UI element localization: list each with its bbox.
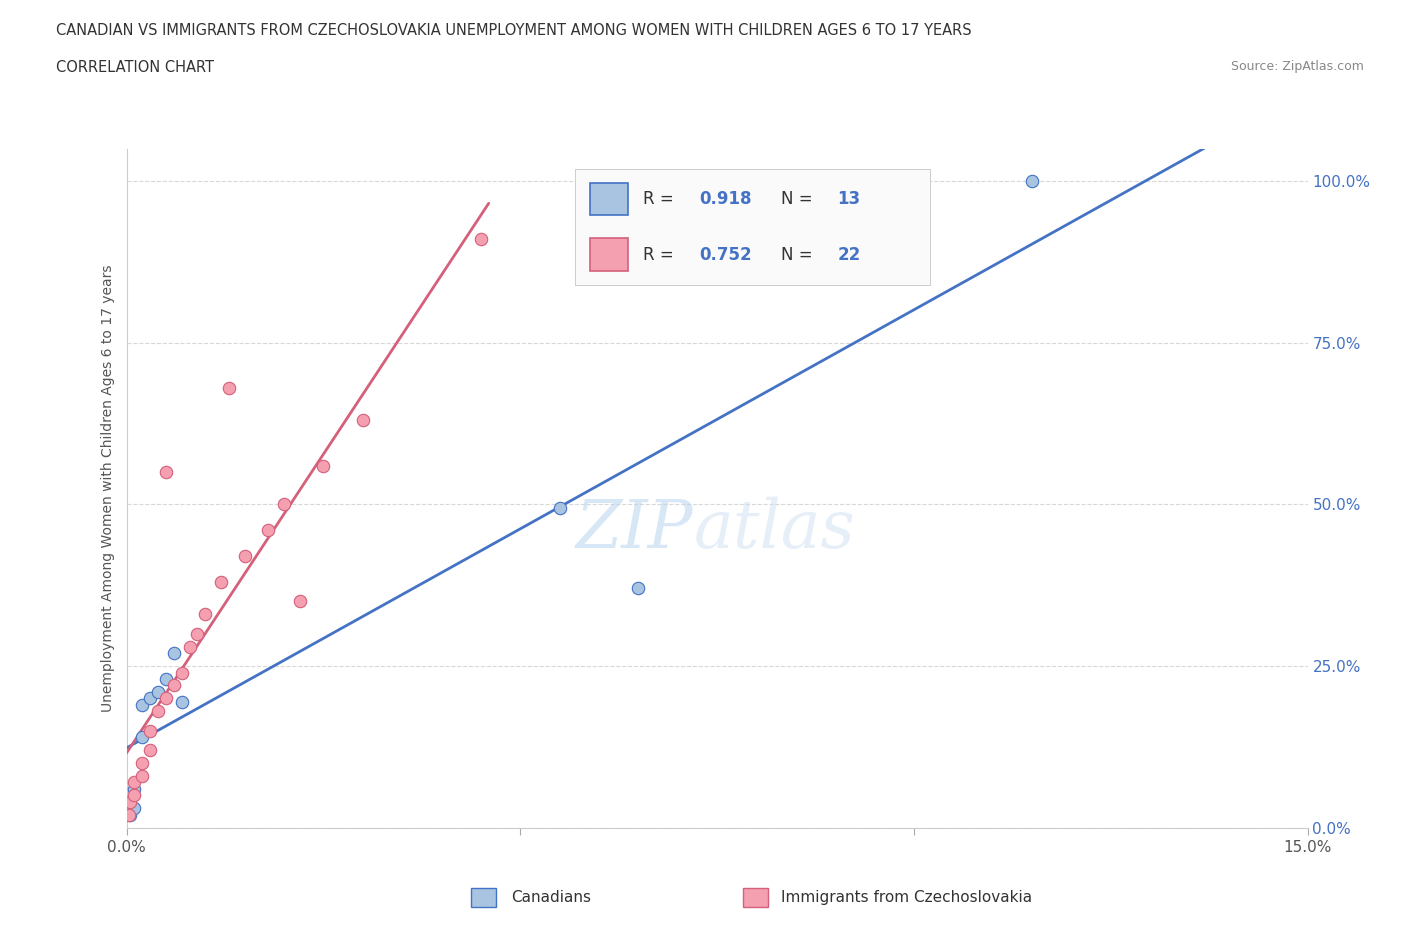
Point [470, 232, 492, 246]
Text: ZIP: ZIP [576, 497, 693, 562]
Point [131, 755, 153, 770]
Point [170, 665, 193, 680]
Point [124, 781, 146, 796]
Point [163, 645, 186, 660]
Point [163, 678, 186, 693]
Point [139, 691, 162, 706]
Point [124, 775, 146, 790]
Point [233, 549, 256, 564]
Point [209, 575, 232, 590]
Point [146, 684, 169, 699]
Point [120, 794, 142, 809]
Point [124, 801, 146, 816]
Point [131, 698, 153, 712]
Point [131, 768, 153, 783]
Text: CANADIAN VS IMMIGRANTS FROM CZECHOSLOVAKIA UNEMPLOYMENT AMONG WOMEN WITH CHILDRE: CANADIAN VS IMMIGRANTS FROM CZECHOSLOVAK… [56, 23, 972, 38]
Text: Canadians: Canadians [512, 890, 592, 905]
Point [139, 724, 162, 738]
Point [257, 523, 280, 538]
Text: CORRELATION CHART: CORRELATION CHART [56, 60, 214, 75]
Point [124, 788, 146, 803]
Point [186, 626, 208, 641]
Point [155, 691, 177, 706]
Point [194, 607, 217, 622]
Point [273, 497, 295, 512]
Bar [744, 887, 768, 908]
Point [155, 465, 177, 480]
Point [170, 694, 193, 709]
Point [1021, 174, 1043, 189]
Y-axis label: Unemployment Among Women with Children Ages 6 to 17 years: Unemployment Among Women with Children A… [101, 264, 115, 712]
Text: atlas: atlas [693, 497, 855, 562]
Point [155, 671, 177, 686]
Point [288, 594, 311, 609]
Point [548, 500, 571, 515]
Text: Immigrants from Czechoslovakia: Immigrants from Czechoslovakia [780, 890, 1032, 905]
Point [179, 639, 201, 654]
Point [131, 730, 153, 745]
Point [218, 380, 240, 395]
Point [146, 704, 169, 719]
Point [139, 743, 162, 758]
Text: Source: ZipAtlas.com: Source: ZipAtlas.com [1230, 60, 1364, 73]
Bar [471, 887, 496, 908]
Point [118, 807, 141, 822]
Point [627, 581, 650, 596]
Point [120, 807, 142, 822]
Point [312, 458, 335, 473]
Point [352, 413, 374, 428]
